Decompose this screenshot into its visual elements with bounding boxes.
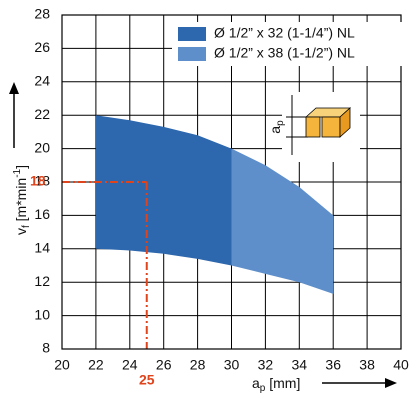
y-tick-label: 16 bbox=[34, 206, 50, 222]
reference-label-y: 18 bbox=[30, 173, 46, 189]
y-tick-label: 18 bbox=[34, 173, 50, 189]
x-tick-label: 22 bbox=[88, 357, 104, 373]
y-tick-label: 22 bbox=[34, 106, 50, 122]
legend-swatch bbox=[178, 47, 206, 61]
inset-label: ap bbox=[267, 120, 286, 134]
legend: Ø 1/2” x 32 (1-1/4”) NL Ø 1/2” x 38 (1-1/… bbox=[172, 22, 411, 66]
plot-border bbox=[61, 14, 402, 350]
legend-label: Ø 1/2” x 38 (1-1/2”) NL bbox=[214, 45, 355, 61]
x-tick-label: 40 bbox=[393, 357, 409, 373]
inset-block-side bbox=[339, 107, 351, 138]
x-axis-arrowhead bbox=[385, 378, 397, 388]
y-tick-label: 8 bbox=[42, 340, 50, 356]
y-axis-arrowhead bbox=[9, 82, 19, 94]
y-tick-label: 24 bbox=[34, 73, 50, 89]
x-tick-label: 26 bbox=[156, 357, 172, 373]
plot-area: 20 22 24 26 28 30 32 34 36 38 40810121416182022242… bbox=[30, 6, 411, 388]
x-tick-label: 24 bbox=[122, 357, 138, 373]
x-tick-label: 30 bbox=[224, 357, 240, 373]
x-tick-label: 38 bbox=[359, 357, 375, 373]
y-tick-label: 20 bbox=[34, 139, 50, 155]
x-tick-label: 34 bbox=[292, 357, 308, 373]
range-band bbox=[231, 148, 334, 294]
x-tick-label: 32 bbox=[258, 357, 274, 373]
legend-label: Ø 1/2” x 32 (1-1/4”) NL bbox=[214, 25, 355, 41]
reference-label-x: 25 bbox=[139, 372, 155, 388]
x-tick-label: 36 bbox=[325, 357, 341, 373]
x-tick-label: 28 bbox=[190, 357, 206, 373]
y-tick-label: 26 bbox=[34, 39, 50, 55]
inset-block bbox=[321, 116, 341, 138]
y-tick-label: 12 bbox=[34, 273, 50, 289]
inset-icon: ap bbox=[267, 92, 360, 162]
range-band bbox=[95, 115, 232, 266]
y-axis-label: vf [m*min-1] bbox=[12, 165, 32, 235]
y-tick-label: 10 bbox=[34, 306, 50, 322]
x-axis-label: ap [mm] bbox=[252, 375, 300, 394]
x-tick-label: 20 bbox=[54, 357, 70, 373]
legend-background bbox=[172, 22, 411, 66]
inset-block bbox=[305, 116, 321, 138]
legend-swatch bbox=[178, 27, 206, 41]
y-tick-label: 14 bbox=[34, 240, 50, 256]
y-tick-label: 28 bbox=[34, 6, 50, 22]
